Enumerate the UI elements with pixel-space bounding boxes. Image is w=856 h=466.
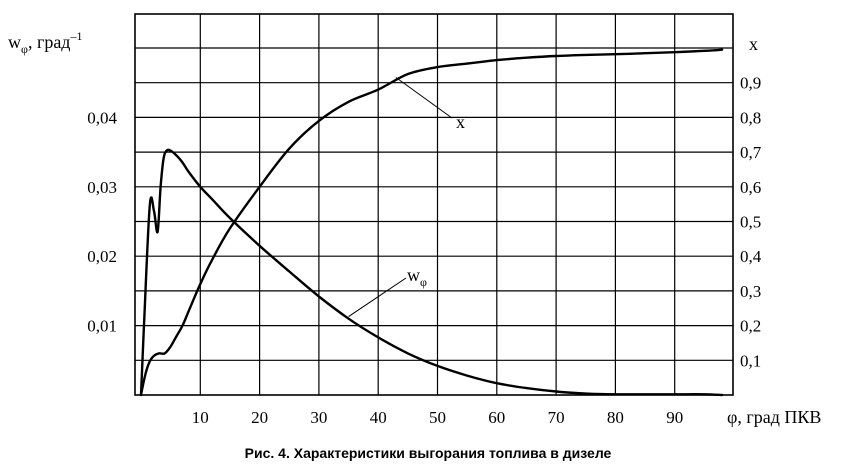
y-right-tick-label-8: 0,9	[740, 74, 761, 93]
y-axis-label-left-main: w	[8, 32, 21, 52]
y-right-tick-label-7: 0,8	[740, 108, 761, 127]
y-right-tick-label-6: 0,7	[740, 143, 762, 162]
x-tick-label-7: 80	[607, 408, 624, 427]
series-line-x	[139, 48, 724, 397]
tick-labels: 10 20 30 40 50 60 70 80 90 0,01 0,02 0,03 0,04 0,1 0,2…	[87, 74, 762, 427]
x-tick-label-6: 70	[548, 408, 565, 427]
w-series-label: wφ	[407, 265, 427, 289]
x-tick-label-2: 30	[310, 408, 327, 427]
x-tick-label-3: 40	[370, 408, 387, 427]
y-left-tick-label-3: 0,04	[87, 108, 117, 127]
y-axis-label-left: wφ, град–1	[8, 29, 82, 56]
y-right-tick-label-5: 0,6	[740, 178, 761, 197]
x-tick-label-0: 10	[192, 408, 209, 427]
y-axis-label-right: x	[749, 34, 758, 54]
series-line-w	[139, 148, 724, 397]
y-left-tick-label-0: 0,01	[87, 317, 117, 336]
x-tick-label-4: 50	[429, 408, 446, 427]
y-right-tick-label-2: 0,3	[740, 282, 761, 301]
w-series-label-main: w	[407, 265, 420, 285]
x-tick-label-5: 60	[488, 408, 505, 427]
y-right-tick-label-0: 0,1	[740, 351, 761, 370]
y-axis-label-left-sup: –1	[69, 29, 82, 43]
y-left-tick-label-1: 0,02	[87, 247, 117, 266]
x-tick-label-1: 20	[251, 408, 268, 427]
plot-frame	[134, 13, 734, 396]
w-series-leader-line	[348, 277, 407, 317]
figure-caption: Рис. 4. Характеристики выгорания топлива…	[245, 445, 612, 461]
y-axis-label-left-rest: , град	[28, 32, 71, 52]
y-right-tick-label-4: 0,5	[740, 213, 761, 232]
x-axis-label: φ, град ПКВ	[727, 407, 821, 427]
y-left-tick-label-2: 0,03	[87, 178, 117, 197]
y-right-tick-label-1: 0,2	[740, 317, 761, 336]
x-series-leader-line	[395, 77, 453, 119]
x-series-label-main: x	[456, 112, 465, 132]
grid	[135, 14, 733, 395]
y-axis-label-left-sub: φ	[21, 42, 28, 56]
x-tick-label-8: 90	[666, 408, 683, 427]
x-series-label: x	[456, 112, 465, 132]
curves	[139, 48, 724, 397]
y-right-tick-label-3: 0,4	[740, 247, 762, 266]
w-series-label-sub: φ	[420, 275, 427, 289]
